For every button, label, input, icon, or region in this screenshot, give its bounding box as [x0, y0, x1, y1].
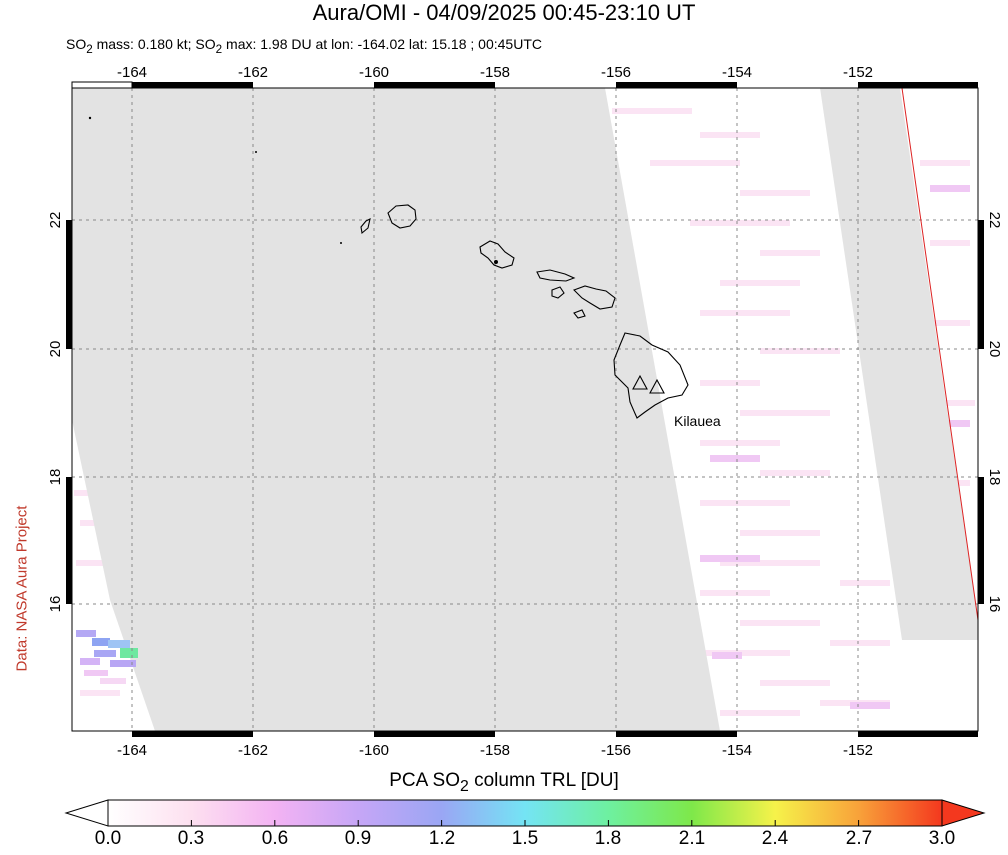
kilauea-volcano-icon [649, 378, 665, 394]
colorbar-tick-label: 0.6 [261, 828, 289, 849]
niihau-island [360, 217, 371, 235]
oahu-island [479, 240, 515, 269]
lon-tick-label: -160 [359, 742, 389, 759]
colorbar-tick-label: 3.0 [928, 828, 956, 849]
colorbar-tick-label: 1.8 [594, 828, 622, 849]
colorbar-low-arrow [64, 799, 109, 827]
map-title: Aura/OMI - 04/09/2025 00:45-23:10 UT [312, 0, 696, 25]
lon-tick-label: -156 [601, 64, 631, 81]
colorbar-title-sub: 2 [460, 777, 469, 795]
lon-tick-labels-top: -164 -162 -160 -158 -156 -154 -152 [117, 64, 873, 81]
colorbar-tick-label: 1.2 [428, 828, 456, 849]
colorbar [64, 799, 986, 827]
lon-tick-label: -158 [480, 742, 510, 759]
lat-tick-label: 20 [47, 341, 64, 358]
lon-tick-label: -154 [722, 742, 752, 759]
map-frame [71, 87, 979, 732]
kauai-island [387, 204, 417, 229]
lat-tick-label: 22 [986, 212, 1003, 229]
kahoolawe-island [573, 309, 586, 319]
molokai-island [536, 269, 576, 282]
volcano-markers [632, 374, 665, 394]
lat-tick-label: 20 [986, 341, 1003, 358]
lon-tick-label: -156 [601, 742, 631, 759]
so2-retrieval-pixels-medium [700, 185, 970, 709]
kilauea-label: Kilauea [674, 413, 721, 429]
colorbar-title: PCA SO2 column TRL [DU] [0, 770, 1008, 796]
maui-island [573, 285, 616, 310]
omi-swath-no-data-east [820, 88, 978, 640]
small-islets [88, 116, 498, 264]
colorbar-tick-label: 2.7 [845, 828, 873, 849]
graticule [72, 88, 978, 731]
mauna-loa-volcano-icon [632, 374, 648, 390]
lon-tick-label: -164 [117, 742, 147, 759]
colorbar-title-suffix: column TRL [DU] [468, 770, 619, 791]
lon-tick-labels-bottom: -164 -162 -160 -158 -156 -154 -152 [117, 742, 873, 759]
colorbar-tick-label: 0.0 [94, 828, 122, 849]
lon-tick-label: -154 [722, 64, 752, 81]
lon-tick-label: -162 [238, 64, 268, 81]
omi-swath-no-data [72, 88, 720, 731]
lat-tick-label: 16 [47, 596, 64, 613]
orbit-edge-line [901, 88, 978, 621]
lat-tick-label: 16 [986, 596, 1003, 613]
lat-tick-labels-left: 16 18 20 22 [47, 212, 64, 613]
colorbar-tick-label: 2.1 [678, 828, 706, 849]
colorbar-title-prefix: PCA SO [389, 770, 460, 791]
colorbar-tick-label: 0.9 [344, 828, 372, 849]
colorbar-tick-label: 2.4 [761, 828, 789, 849]
lon-tick-label: -164 [117, 64, 147, 81]
lat-tick-label: 18 [986, 469, 1003, 486]
subtitle-max-text: max: 1.98 DU at lon: -164.02 lat: 15.18 … [222, 36, 542, 52]
subtitle-sub-2b: 2 [215, 42, 223, 56]
hawaii-coastline [360, 204, 689, 419]
so2-enhancement-pixels [76, 630, 138, 684]
lat-tick-labels-right: 16 18 20 22 [986, 212, 1003, 613]
subtitle-sub-2: 2 [86, 42, 93, 56]
subtitle-mass-text: mass: 0.180 kt; SO [92, 36, 216, 52]
colorbar-high-arrow [941, 799, 986, 827]
lon-tick-label: -162 [238, 742, 268, 759]
colorbar-tick-marks [107, 820, 943, 826]
big-island [613, 332, 689, 419]
map-subtitle: SO2 mass: 0.180 kt; SO2 max: 1.98 DU at … [66, 36, 542, 56]
lon-tick-label: -152 [843, 64, 873, 81]
colorbar-tick-label: 1.5 [511, 828, 539, 849]
map-border-ticks [66, 81, 984, 737]
lon-tick-label: -152 [843, 742, 873, 759]
lon-tick-label: -158 [480, 64, 510, 81]
colorbar-tick-label: 0.3 [177, 828, 205, 849]
lat-tick-label: 22 [47, 212, 64, 229]
lat-tick-label: 18 [47, 469, 64, 486]
subtitle-so-label: SO [66, 36, 87, 52]
lon-tick-label: -160 [359, 64, 389, 81]
lanai-island [551, 286, 565, 299]
